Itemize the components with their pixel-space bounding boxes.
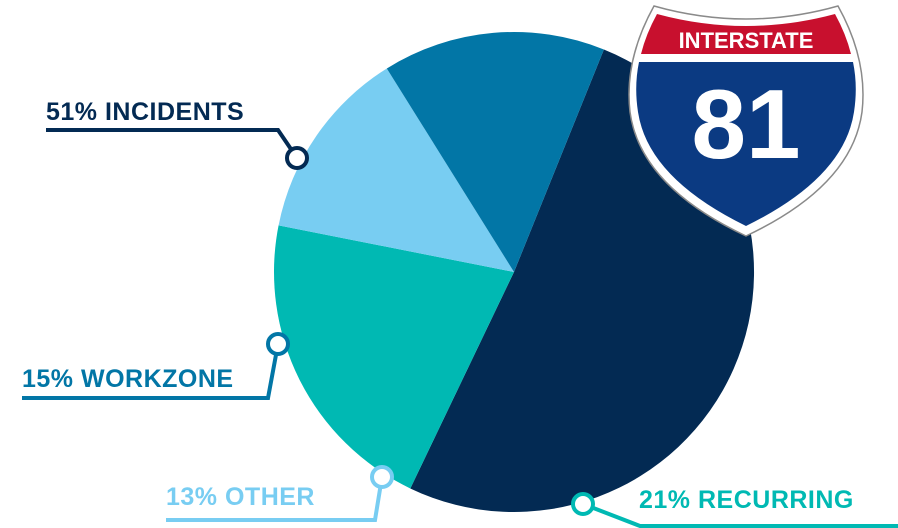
pie-slice-recurring: [273, 225, 514, 489]
data-label-incidents: 51% INCIDENTS: [46, 98, 244, 126]
data-label-other: 13% OTHER: [166, 483, 315, 511]
data-label-workzone: 15% WORKZONE: [22, 365, 234, 393]
leader-dot-workzone: [266, 332, 290, 356]
shield-bottom-body: [636, 62, 856, 226]
data-label-recurring: 21% RECURRING: [639, 486, 854, 514]
leader-dot-recurring: [571, 492, 595, 516]
pie-slice-workzone: [386, 32, 604, 272]
leader-dot-other: [370, 465, 394, 489]
shield-top-band: [641, 14, 851, 54]
leader-line-workzone: [22, 343, 280, 400]
interstate-shield-icon: INTERSTATE 81: [628, 5, 864, 237]
leader-dot-incidents: [285, 146, 309, 170]
leader-line-incidents: [46, 128, 299, 160]
leader-line-other: [166, 476, 384, 522]
leader-line-recurring: [582, 502, 898, 528]
shield-top-text: INTERSTATE: [679, 28, 814, 53]
shield-number: 81: [691, 69, 800, 179]
pie-slice-other: [278, 68, 514, 272]
